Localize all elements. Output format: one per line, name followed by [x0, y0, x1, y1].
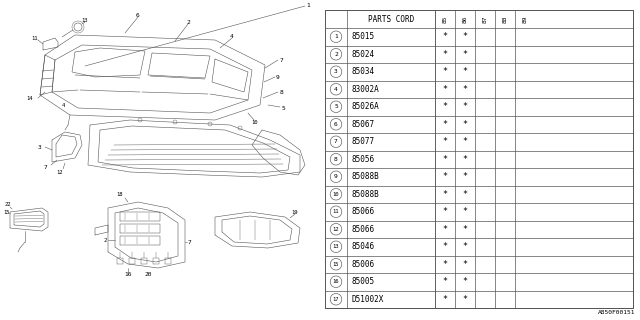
Text: *: *	[442, 120, 447, 129]
Text: 86: 86	[463, 15, 467, 23]
Text: 85077: 85077	[351, 137, 374, 146]
Text: *: *	[463, 85, 467, 94]
Text: *: *	[442, 85, 447, 94]
Text: 12: 12	[333, 227, 339, 232]
Text: 85: 85	[442, 15, 447, 23]
Text: 19: 19	[292, 210, 298, 214]
Text: 15: 15	[3, 211, 10, 215]
Text: 85088B: 85088B	[351, 190, 379, 199]
Text: *: *	[463, 207, 467, 216]
Text: 5: 5	[334, 104, 338, 109]
Text: 3: 3	[38, 145, 42, 149]
Text: 16: 16	[333, 279, 339, 284]
Text: 7: 7	[44, 164, 48, 170]
Text: 4: 4	[230, 34, 234, 38]
Text: 85046: 85046	[351, 242, 374, 251]
Text: 85026A: 85026A	[351, 102, 379, 111]
Text: *: *	[442, 172, 447, 181]
Text: 85088B: 85088B	[351, 172, 379, 181]
Text: 10: 10	[333, 192, 339, 197]
Text: 7: 7	[334, 139, 338, 144]
Text: 11: 11	[333, 209, 339, 214]
Text: 7: 7	[279, 58, 283, 62]
Text: *: *	[442, 102, 447, 111]
Text: *: *	[463, 260, 467, 269]
Text: 85005: 85005	[351, 277, 374, 286]
Text: *: *	[463, 155, 467, 164]
Text: *: *	[442, 155, 447, 164]
Text: 2: 2	[186, 20, 190, 25]
Text: 9: 9	[276, 75, 280, 79]
Text: *: *	[442, 50, 447, 59]
Text: 89: 89	[522, 15, 527, 23]
Text: *: *	[463, 242, 467, 251]
Text: *: *	[463, 137, 467, 146]
Text: 15: 15	[333, 262, 339, 267]
Text: *: *	[442, 67, 447, 76]
Text: *: *	[463, 190, 467, 199]
Text: 18: 18	[116, 193, 124, 197]
Text: 7: 7	[188, 239, 192, 244]
Text: *: *	[442, 295, 447, 304]
Text: *: *	[442, 190, 447, 199]
Text: 87: 87	[483, 15, 488, 23]
Text: 1: 1	[306, 3, 310, 7]
Text: 13: 13	[82, 18, 88, 22]
Text: 2: 2	[334, 52, 338, 57]
Text: 85056: 85056	[351, 155, 374, 164]
Text: D51002X: D51002X	[351, 295, 383, 304]
Text: *: *	[442, 32, 447, 41]
Text: 88: 88	[502, 15, 508, 23]
Text: 6: 6	[136, 12, 140, 18]
Text: 85066: 85066	[351, 207, 374, 216]
Text: 5: 5	[281, 106, 285, 110]
Text: 83002A: 83002A	[351, 85, 379, 94]
Text: 85015: 85015	[351, 32, 374, 41]
Text: *: *	[442, 260, 447, 269]
Text: 85006: 85006	[351, 260, 374, 269]
Text: *: *	[463, 67, 467, 76]
Text: 85024: 85024	[351, 50, 374, 59]
Text: *: *	[442, 277, 447, 286]
Text: *: *	[442, 137, 447, 146]
Text: *: *	[463, 102, 467, 111]
Text: 6: 6	[334, 122, 338, 127]
Text: 3: 3	[334, 69, 338, 74]
Text: *: *	[463, 172, 467, 181]
Text: 85067: 85067	[351, 120, 374, 129]
Text: 1: 1	[334, 34, 338, 39]
Text: 4: 4	[61, 102, 65, 108]
Text: 16: 16	[124, 273, 132, 277]
Text: 13: 13	[333, 244, 339, 249]
Text: *: *	[463, 50, 467, 59]
Text: PARTS CORD: PARTS CORD	[368, 14, 414, 23]
Text: 8: 8	[334, 157, 338, 162]
Text: *: *	[463, 32, 467, 41]
Text: A850F00151: A850F00151	[598, 310, 635, 315]
Text: 14: 14	[27, 95, 33, 100]
Text: 85066: 85066	[351, 225, 374, 234]
Text: *: *	[442, 207, 447, 216]
Text: 85034: 85034	[351, 67, 374, 76]
Text: *: *	[463, 277, 467, 286]
Text: 17: 17	[333, 297, 339, 302]
Text: *: *	[463, 295, 467, 304]
Text: 4: 4	[334, 87, 338, 92]
Text: 20: 20	[144, 273, 152, 277]
Bar	[325, 10, 633, 308]
Text: 9: 9	[334, 174, 338, 179]
Text: *: *	[442, 225, 447, 234]
Text: 2: 2	[104, 237, 107, 243]
Text: 12: 12	[57, 170, 63, 174]
Text: *: *	[463, 120, 467, 129]
Text: 8: 8	[279, 90, 283, 94]
Text: 22: 22	[5, 203, 12, 207]
Text: *: *	[442, 242, 447, 251]
Text: *: *	[463, 225, 467, 234]
Text: 10: 10	[252, 119, 259, 124]
Text: 11: 11	[32, 36, 38, 41]
